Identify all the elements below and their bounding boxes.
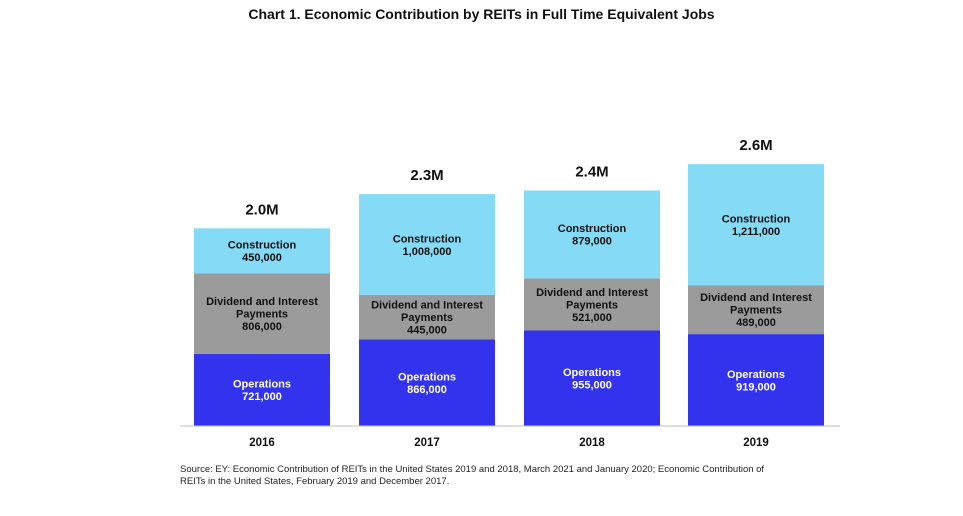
segment-label-operations-2018: Operations: [563, 367, 621, 379]
segment-label-construction-2016: Construction: [228, 240, 297, 252]
source-note: Source: EY: Economic Contribution of REI…: [180, 464, 765, 487]
bar-construction-2017: [359, 194, 495, 295]
segment-label-dividend-and-interest-payments-2016: Payments: [236, 309, 288, 321]
total-label-2017: 2.3M: [410, 167, 443, 184]
segment-label-dividend-and-interest-payments-2018: Payments: [566, 299, 618, 311]
chart-title: Chart 1. Economic Contribution by REITs …: [248, 6, 715, 22]
bar-construction-2019: [688, 164, 824, 286]
data-label-construction-2018: 879,000: [572, 236, 612, 248]
segment-label-dividend-and-interest-payments-2017: Dividend and Interest: [371, 300, 483, 312]
segment-label-construction-2019: Construction: [722, 213, 791, 225]
segment-label-operations-2016: Operations: [233, 379, 291, 391]
bar-construction-2018: [524, 190, 660, 279]
x-tick-label-2017: 2017: [414, 437, 440, 449]
data-label-construction-2016: 450,000: [242, 252, 282, 264]
segment-label-dividend-and-interest-payments-2019: Dividend and Interest: [700, 292, 812, 304]
segment-label-dividend-and-interest-payments-2016: Dividend and Interest: [206, 296, 318, 308]
data-label-operations-2018: 955,000: [572, 380, 612, 392]
data-label-construction-2017: 1,008,000: [403, 246, 452, 258]
segment-label-dividend-and-interest-payments-2019: Payments: [730, 305, 782, 317]
segment-label-dividend-and-interest-payments-2017: Payments: [401, 312, 453, 324]
bar-construction-2016: [194, 228, 330, 274]
data-label-dividend-and-interest-payments-2018: 521,000: [572, 312, 612, 324]
data-label-dividend-and-interest-payments-2016: 806,000: [242, 321, 282, 333]
segment-label-construction-2018: Construction: [558, 223, 627, 235]
bar-operations-2018: [524, 330, 660, 426]
total-label-2018: 2.4M: [575, 164, 608, 181]
segment-label-operations-2017: Operations: [398, 371, 456, 383]
data-label-dividend-and-interest-payments-2019: 489,000: [736, 317, 776, 329]
total-label-2019: 2.6M: [739, 137, 772, 154]
segment-label-dividend-and-interest-payments-2018: Dividend and Interest: [536, 287, 648, 299]
bar-operations-2017: [359, 339, 495, 426]
bar-operations-2016: [194, 353, 330, 426]
data-label-construction-2019: 1,211,000: [732, 226, 780, 238]
bar-dividend-and-interest-payments-2016: [194, 273, 330, 354]
bar-dividend-and-interest-payments-2018: [524, 278, 660, 331]
total-label-2016: 2.0M: [245, 201, 278, 218]
data-label-operations-2017: 866,000: [407, 384, 447, 396]
data-label-operations-2019: 919,000: [736, 381, 776, 393]
x-tick-label-2016: 2016: [249, 437, 275, 449]
segment-label-operations-2019: Operations: [727, 369, 785, 381]
bars-layer: [194, 164, 824, 426]
data-label-operations-2016: 721,000: [242, 391, 282, 403]
x-tick-label-2019: 2019: [743, 437, 769, 449]
bar-dividend-and-interest-payments-2019: [688, 285, 824, 335]
segment-label-construction-2017: Construction: [393, 233, 462, 245]
data-label-dividend-and-interest-payments-2017: 445,000: [407, 325, 447, 337]
bar-operations-2019: [688, 334, 824, 426]
x-tick-label-2018: 2018: [579, 437, 605, 449]
bar-dividend-and-interest-payments-2017: [359, 294, 495, 340]
